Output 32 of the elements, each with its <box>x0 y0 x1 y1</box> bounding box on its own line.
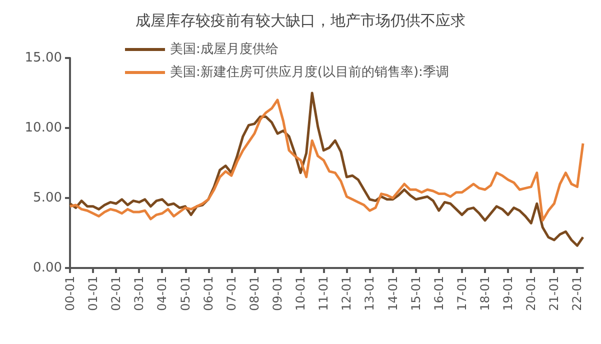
x-tick-label: 06-01 <box>201 276 216 311</box>
x-tick-label: 22-01 <box>570 276 584 311</box>
x-tick-label: 07-01 <box>224 276 238 311</box>
x-tick-label: 00-01 <box>63 276 77 311</box>
x-tick-label: 09-01 <box>270 276 285 311</box>
x-tick-label: 11-01 <box>316 276 331 311</box>
x-tick-label: 12-01 <box>340 276 354 311</box>
x-tick-label: 17-01 <box>454 276 469 311</box>
x-tick-label: 01-01 <box>86 276 100 311</box>
x-tick-label: 15-01 <box>408 276 423 311</box>
x-tick-label: 04-01 <box>155 276 170 311</box>
x-tick-label: 05-01 <box>178 276 192 311</box>
x-tick-label: 18-01 <box>478 276 492 311</box>
line-series <box>68 98 584 222</box>
x-tick-label: 08-01 <box>247 276 262 311</box>
y-tick-label: 10.00 <box>24 120 62 136</box>
x-tick-label: 20-01 <box>524 276 538 311</box>
y-tick-label: 5.00 <box>33 190 62 206</box>
x-tick-label: 21-01 <box>547 276 562 311</box>
line-series <box>68 92 584 247</box>
legend-label: 美国:成屋月度供给 <box>170 41 278 57</box>
x-tick-label: 13-01 <box>362 276 377 311</box>
legend-label: 美国:新建住房可供应月度(以目前的销售率):季调 <box>170 64 449 80</box>
y-tick-label: 15.00 <box>24 50 62 66</box>
x-tick-label: 16-01 <box>432 276 446 311</box>
x-tick-label: 03-01 <box>132 276 146 311</box>
chart-title: 成屋库存较疫前有较大缺口，地产市场仍供不应求 <box>136 12 466 30</box>
x-tick-label: 02-01 <box>109 276 124 311</box>
x-tick-label: 10-01 <box>294 276 308 311</box>
x-tick-label: 19-01 <box>501 276 516 311</box>
x-tick-label: 14-01 <box>386 276 400 311</box>
y-tick-label: 0.00 <box>33 260 62 276</box>
